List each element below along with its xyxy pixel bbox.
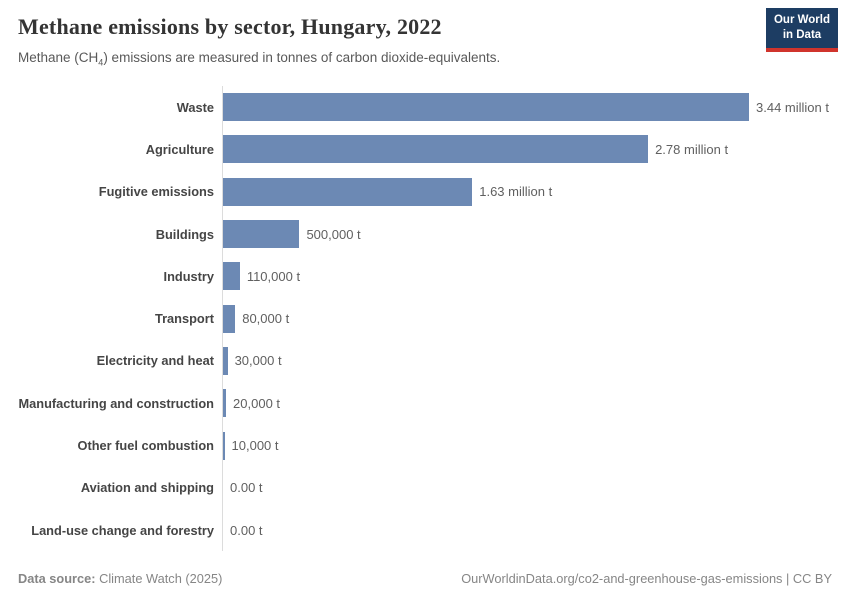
bar-area: 30,000 t: [222, 339, 850, 383]
bar-category-label: Other fuel combustion: [77, 438, 214, 454]
bar-value-label: 500,000 t: [306, 226, 361, 242]
bar-area: 1.63 million t: [222, 170, 850, 213]
bar-category-label: Transport: [154, 311, 214, 327]
bar-row: Fugitive emissions 1.63 million t: [0, 170, 850, 213]
bar-category-label: Buildings: [155, 226, 214, 242]
bar-area: 3.44 million t: [222, 86, 850, 129]
bar-category-label: Electricity and heat: [96, 353, 214, 369]
bar-row: Electricity and heat 30,000 t: [0, 339, 850, 383]
bar: [223, 304, 236, 333]
footer-attribution: OurWorldinData.org/co2-and-greenhouse-ga…: [461, 571, 832, 586]
bar: [223, 389, 227, 418]
footer-separator: |: [782, 571, 793, 586]
subtitle-suffix: ) emissions are measured in tonnes of ca…: [103, 50, 501, 65]
bar-category-label: Land-use change and forestry: [31, 522, 214, 538]
bar: [223, 177, 473, 206]
bar-area: 20,000 t: [222, 382, 850, 425]
bar-row: Land-use change and forestry 0.00 t: [0, 508, 850, 552]
bar-category-label: Fugitive emissions: [98, 184, 214, 200]
bar-row: Other fuel combustion 10,000 t: [0, 424, 850, 467]
bar-row: Waste 3.44 million t: [0, 86, 850, 129]
owid-logo-line2: in Data: [782, 29, 822, 41]
subtitle-subscript: 4: [98, 57, 104, 68]
bar-row: Buildings 500,000 t: [0, 212, 850, 256]
bar-area: 10,000 t: [222, 424, 850, 467]
bar-category-label: Agriculture: [145, 141, 214, 157]
bar-area: 0.00 t: [222, 508, 850, 552]
bar-row: Industry 110,000 t: [0, 255, 850, 298]
bar-value-label: 1.63 million t: [479, 184, 553, 200]
bar: [223, 93, 749, 122]
data-source: Data source: Climate Watch (2025): [18, 571, 222, 586]
license-label: CC BY: [792, 571, 832, 586]
data-source-value: Climate Watch (2025): [99, 571, 223, 586]
bar-category-label: Industry: [163, 268, 214, 284]
bar-chart: Waste 3.44 million t Agriculture 2.78 mi…: [0, 86, 850, 552]
bar-value-label: 20,000 t: [233, 395, 281, 411]
bar-value-label: 2.78 million t: [655, 141, 729, 157]
bar-value-label: 0.00 t: [230, 522, 263, 538]
bar-category-label: Aviation and shipping: [80, 480, 214, 496]
bar-value-label: 10,000 t: [231, 438, 279, 454]
chart-footer: Data source: Climate Watch (2025) OurWor…: [18, 571, 832, 586]
bar-area: 500,000 t: [222, 212, 850, 256]
bar-value-label: 0.00 t: [230, 480, 263, 496]
owid-url-link[interactable]: OurWorldinData.org/co2-and-greenhouse-ga…: [461, 571, 783, 586]
bar-category-label: Manufacturing and construction: [18, 395, 214, 411]
chart-header: Methane emissions by sector, Hungary, 20…: [18, 14, 746, 68]
bar-value-label: 80,000 t: [242, 311, 290, 327]
bar-area: 110,000 t: [222, 255, 850, 298]
bar-row: Manufacturing and construction 20,000 t: [0, 382, 850, 425]
bar-area: 0.00 t: [222, 466, 850, 509]
bar-row: Agriculture 2.78 million t: [0, 128, 850, 171]
owid-logo-line1: Our World: [773, 14, 830, 27]
data-source-label: Data source:: [18, 571, 96, 586]
bar: [223, 346, 228, 375]
bar: [223, 431, 225, 460]
subtitle-prefix: Methane (CH: [18, 50, 99, 65]
chart-title: Methane emissions by sector, Hungary, 20…: [18, 14, 442, 39]
bar-row: Aviation and shipping 0.00 t: [0, 466, 850, 509]
bar-value-label: 3.44 million t: [756, 99, 829, 115]
bar: [223, 262, 240, 291]
bar-value-label: 30,000 t: [234, 353, 282, 369]
bar: [223, 220, 300, 249]
bar-value-label: 110,000 t: [246, 268, 301, 284]
bar: [223, 135, 649, 164]
bar-area: 80,000 t: [222, 297, 850, 340]
bar-category-label: Waste: [176, 99, 214, 115]
bar-row: Transport 80,000 t: [0, 297, 850, 340]
chart-subtitle: Methane (CH4) emissions are measured in …: [18, 50, 746, 68]
bar-area: 2.78 million t: [222, 128, 850, 171]
owid-logo: Our World in Data: [766, 8, 838, 52]
